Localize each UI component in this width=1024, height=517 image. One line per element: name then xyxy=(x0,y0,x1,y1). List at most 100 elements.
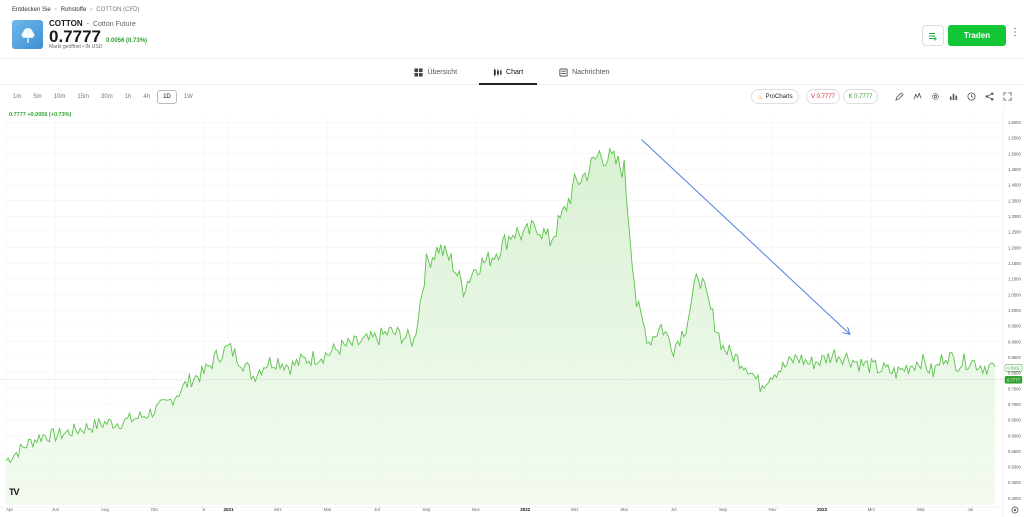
watchlist-button[interactable] xyxy=(922,25,944,46)
price-tag xyxy=(1004,376,1023,384)
y-tick-label: 1.6000 xyxy=(1008,120,1021,125)
y-tick-label: 0.4500 xyxy=(1008,480,1021,485)
fullscreen-icon[interactable] xyxy=(1001,90,1013,102)
x-tick-label: Mai xyxy=(917,507,924,512)
timeframe-30m[interactable]: 30m xyxy=(101,94,113,100)
y-tick-label: 1.4000 xyxy=(1008,183,1021,188)
tab-news[interactable]: Nachrichten xyxy=(541,59,627,85)
chart-canvas: 1.6000 1.5500 1.5000 1.4500 1.4000 1.3500 1.30… xyxy=(0,108,1023,517)
sell-button[interactable]: V 0.7777 xyxy=(806,89,840,104)
y-tick-label: 0.7000 xyxy=(1008,402,1021,407)
breadcrumb: Entdecken Sie › Rohstoffe › COTTON (CFD) xyxy=(12,7,140,13)
y-tick-label: 1.3500 xyxy=(1008,198,1021,203)
current-price: 0.7777 xyxy=(49,27,101,46)
y-tick-label: 1.2500 xyxy=(1008,230,1021,235)
x-tick-label: 2022 xyxy=(520,507,531,512)
instrument-title: COTTON - Cotton Future xyxy=(49,19,136,28)
y-tick-label: 0.4000 xyxy=(1008,496,1021,501)
x-tick-label: Mai xyxy=(324,507,331,512)
trade-button[interactable]: Traden xyxy=(948,25,1006,46)
y-tick-label: 1.5500 xyxy=(1008,136,1021,141)
tab-overview[interactable]: Übersicht xyxy=(396,59,475,85)
currency-separator: • xyxy=(82,44,85,50)
x-tick-label: Sep xyxy=(719,507,728,512)
breadcrumb-item-current: COTTON (CFD) xyxy=(96,7,140,13)
axis-settings-icon[interactable] xyxy=(1011,506,1019,514)
x-tick-label: 6 xyxy=(203,507,206,512)
timeframe-1h[interactable]: 1h xyxy=(124,94,132,100)
cotton-icon xyxy=(21,27,34,43)
x-tick-label: Mai xyxy=(621,507,628,512)
x-tick-label: 2021 xyxy=(224,507,235,512)
title-separator: - xyxy=(86,21,89,28)
x-tick-label: Okt xyxy=(151,507,159,512)
y-tick-label: 1.2000 xyxy=(1008,245,1021,250)
tab-news-label: Nachrichten xyxy=(572,68,610,76)
price-row: 0.7777 0.0056 (0.73%) xyxy=(49,27,147,47)
y-tick-label: 0.7500 xyxy=(1008,386,1021,391)
timeframe-1d[interactable]: 1D xyxy=(157,90,177,104)
tab-overview-label: Übersicht xyxy=(427,68,458,76)
x-tick-label: Mrz xyxy=(868,507,876,512)
price-tag-label: 0.8161 xyxy=(1007,365,1020,370)
x-tick-label: Jul xyxy=(671,507,677,512)
overview-icon xyxy=(414,67,424,77)
x-tick-label: Jun xyxy=(52,507,60,512)
tab-chart-label: Chart xyxy=(506,68,524,76)
tradingview-logo: TV xyxy=(9,487,19,497)
market-status: Markt geöffnet • IN USD xyxy=(49,44,102,50)
y-tick-label: 0.9000 xyxy=(1008,339,1021,344)
y-tick-label: 1.4500 xyxy=(1008,167,1021,172)
y-tick-label: 1.5000 xyxy=(1008,151,1021,156)
y-tick-label: 0.5000 xyxy=(1008,465,1021,470)
timeframe-5m[interactable]: 5m xyxy=(33,94,42,100)
instrument-name: Cotton Future xyxy=(92,21,136,28)
price-tag xyxy=(1004,364,1023,372)
tab-bar: Übersicht Chart Nachrichten xyxy=(0,58,1024,85)
currency-label: IN USD xyxy=(85,44,103,50)
x-tick-label: Mrz xyxy=(571,507,579,512)
clock-icon[interactable] xyxy=(965,90,977,102)
market-status-text: Markt geöffnet xyxy=(49,44,81,50)
price-chart[interactable]: 1.6000 1.5500 1.5000 1.4500 1.4000 1.3500 1.30… xyxy=(0,108,1024,517)
trend-arrow xyxy=(641,139,849,333)
chart-type-icon[interactable] xyxy=(947,90,959,102)
timeframe-1w[interactable]: 1W xyxy=(183,94,193,100)
x-tick-label: Mrz xyxy=(274,507,282,512)
x-tick-label: Aug xyxy=(101,507,110,512)
draw-icon[interactable] xyxy=(893,90,905,102)
instrument-symbol: COTTON xyxy=(49,19,83,28)
procharts-label: ProCharts xyxy=(765,93,793,100)
news-icon xyxy=(559,67,568,77)
timeframe-1m[interactable]: 1m xyxy=(13,94,22,100)
price-line xyxy=(5,146,996,464)
price-tag-label: 0.7777 xyxy=(1007,377,1020,382)
x-tick-label: 2023 xyxy=(817,507,828,512)
indicators-icon[interactable] xyxy=(911,90,923,102)
y-tick-label: 1.1500 xyxy=(1008,261,1021,266)
timeframe-4h[interactable]: 4h xyxy=(143,94,151,100)
price-area xyxy=(6,148,996,505)
y-tick-label: 0.5500 xyxy=(1008,449,1021,454)
x-tick-label: Nov xyxy=(769,507,778,512)
y-tick-label: 0.6500 xyxy=(1008,418,1021,423)
procharts-button[interactable]: ♨ ProCharts xyxy=(751,89,799,104)
chevron-right-icon: › xyxy=(54,7,57,13)
breadcrumb-item-commodities[interactable]: Rohstoffe xyxy=(60,7,87,13)
settings-icon[interactable] xyxy=(929,90,941,102)
timeframe-15m[interactable]: 15m xyxy=(77,94,90,100)
x-tick-label: Jul xyxy=(374,507,380,512)
chart-price-header: 0.7777 +0.0056 (+0.73%) xyxy=(9,112,72,118)
list-add-icon xyxy=(929,32,937,40)
buy-button[interactable]: K 0.7777 xyxy=(843,89,878,104)
timeframe-selector: 1m 5m 10m 15m 30m 1h 4h 1D 1W xyxy=(8,90,198,104)
y-tick-label: 0.9500 xyxy=(1008,324,1021,329)
share-icon[interactable] xyxy=(983,90,995,102)
chevron-right-icon: › xyxy=(90,7,93,13)
tab-chart[interactable]: Chart xyxy=(475,59,541,85)
y-tick-label: 1.0500 xyxy=(1008,292,1021,297)
timeframe-10m[interactable]: 10m xyxy=(53,94,66,100)
kebab-menu-icon[interactable]: ⋮ xyxy=(1010,27,1020,38)
flame-icon: ♨ xyxy=(757,93,764,101)
breadcrumb-item-explore[interactable]: Entdecken Sie xyxy=(12,7,51,13)
